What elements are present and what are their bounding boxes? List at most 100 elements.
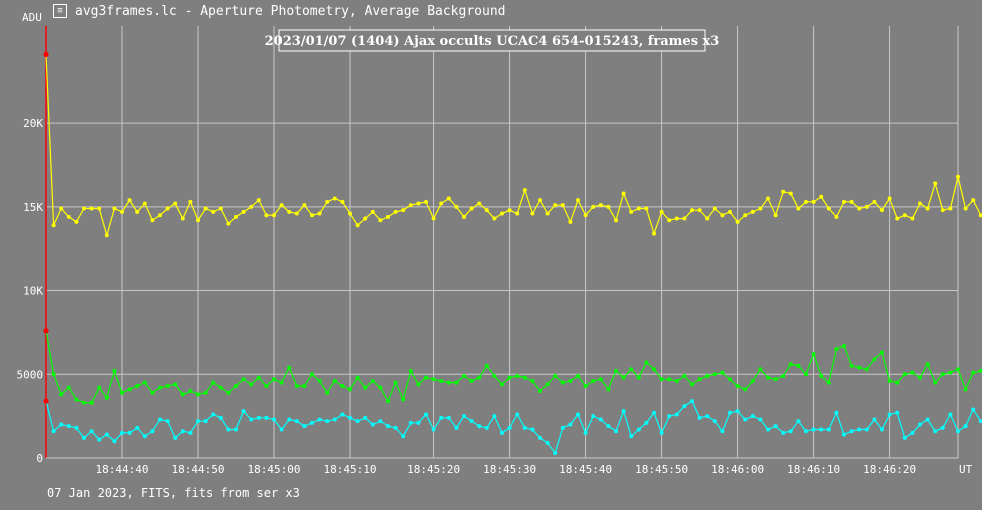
data-point xyxy=(82,435,86,440)
series-line xyxy=(45,330,982,404)
data-point xyxy=(211,380,216,385)
data-point xyxy=(173,382,178,387)
data-point xyxy=(750,378,755,383)
data-point xyxy=(971,407,976,412)
data-point xyxy=(462,373,466,378)
data-point xyxy=(112,439,117,444)
x-tick-label: 18:45:30 xyxy=(483,463,536,476)
data-point xyxy=(211,209,216,214)
chart-title-box: 2023/01/07 (1404) Ajax occults UCAC4 654… xyxy=(265,29,719,52)
data-point xyxy=(310,420,314,425)
x-tick-labels: 18:44:40 18:44:50 18:45:00 18:45:10 18:45:20… xyxy=(96,463,917,476)
data-point xyxy=(682,216,687,221)
data-point xyxy=(135,384,140,388)
data-point xyxy=(196,419,200,424)
data-point xyxy=(963,387,968,392)
data-point xyxy=(325,390,330,395)
data-point xyxy=(416,201,421,206)
data-point xyxy=(287,365,292,370)
data-point xyxy=(895,380,900,385)
data-point xyxy=(530,427,535,432)
data-point xyxy=(644,206,649,211)
data-point xyxy=(89,206,94,211)
data-point xyxy=(636,375,641,380)
series xyxy=(43,51,982,455)
data-point xyxy=(386,214,390,219)
data-point xyxy=(142,201,147,206)
data-point xyxy=(120,390,124,395)
data-point xyxy=(279,380,284,385)
data-point xyxy=(963,206,968,211)
y-tick-label: 15K xyxy=(23,201,43,214)
data-point xyxy=(674,378,679,383)
data-point xyxy=(629,434,634,439)
data-point xyxy=(788,429,793,434)
data-point xyxy=(553,450,558,455)
data-point xyxy=(887,412,892,417)
data-point xyxy=(363,415,368,420)
data-point xyxy=(431,377,436,382)
data-point xyxy=(819,427,824,432)
data-point xyxy=(667,414,672,419)
data-point xyxy=(386,424,390,429)
data-point xyxy=(158,385,162,390)
data-point xyxy=(811,352,816,357)
data-point xyxy=(104,432,109,437)
data-point xyxy=(431,427,436,432)
data-point xyxy=(621,409,626,414)
data-point xyxy=(211,412,216,417)
data-point xyxy=(758,206,763,211)
data-point xyxy=(66,214,71,219)
data-point xyxy=(515,373,520,378)
data-point xyxy=(424,199,428,204)
data-point xyxy=(826,206,831,211)
data-point xyxy=(446,415,451,420)
data-point xyxy=(43,328,49,334)
data-point xyxy=(454,380,459,385)
data-point xyxy=(971,198,976,203)
data-point xyxy=(332,378,337,383)
data-point xyxy=(826,380,831,385)
data-point xyxy=(302,384,307,388)
data-point xyxy=(811,427,816,432)
data-point xyxy=(872,199,877,204)
data-point xyxy=(644,360,649,365)
data-point xyxy=(355,375,360,380)
data-point xyxy=(294,384,299,388)
data-point xyxy=(849,199,854,204)
data-point xyxy=(636,427,641,432)
data-point xyxy=(401,208,406,213)
data-point xyxy=(287,417,292,422)
data-point xyxy=(454,204,459,209)
data-point xyxy=(652,367,656,372)
data-point xyxy=(933,429,938,434)
data-point xyxy=(408,203,413,208)
data-point xyxy=(462,214,466,219)
data-point xyxy=(750,414,755,419)
data-point xyxy=(606,204,611,209)
data-point xyxy=(811,199,816,204)
data-point xyxy=(697,377,702,382)
data-point xyxy=(120,209,124,214)
data-point xyxy=(743,387,748,392)
series-group xyxy=(43,398,982,455)
data-point xyxy=(264,384,269,388)
data-point xyxy=(104,395,109,400)
data-point xyxy=(887,196,892,201)
data-point xyxy=(880,208,884,213)
data-point xyxy=(127,387,132,392)
chart-window-icon[interactable]: ≡ xyxy=(53,4,67,18)
data-point xyxy=(484,363,489,368)
data-point xyxy=(948,206,953,211)
data-point xyxy=(340,384,345,388)
data-point xyxy=(370,422,375,427)
data-point xyxy=(735,409,740,414)
data-point xyxy=(89,400,94,405)
data-point xyxy=(332,196,337,201)
data-point xyxy=(690,208,694,213)
x-tick-label: 18:44:50 xyxy=(172,463,225,476)
data-point xyxy=(690,382,694,387)
data-point xyxy=(864,367,869,372)
data-point xyxy=(948,370,953,375)
